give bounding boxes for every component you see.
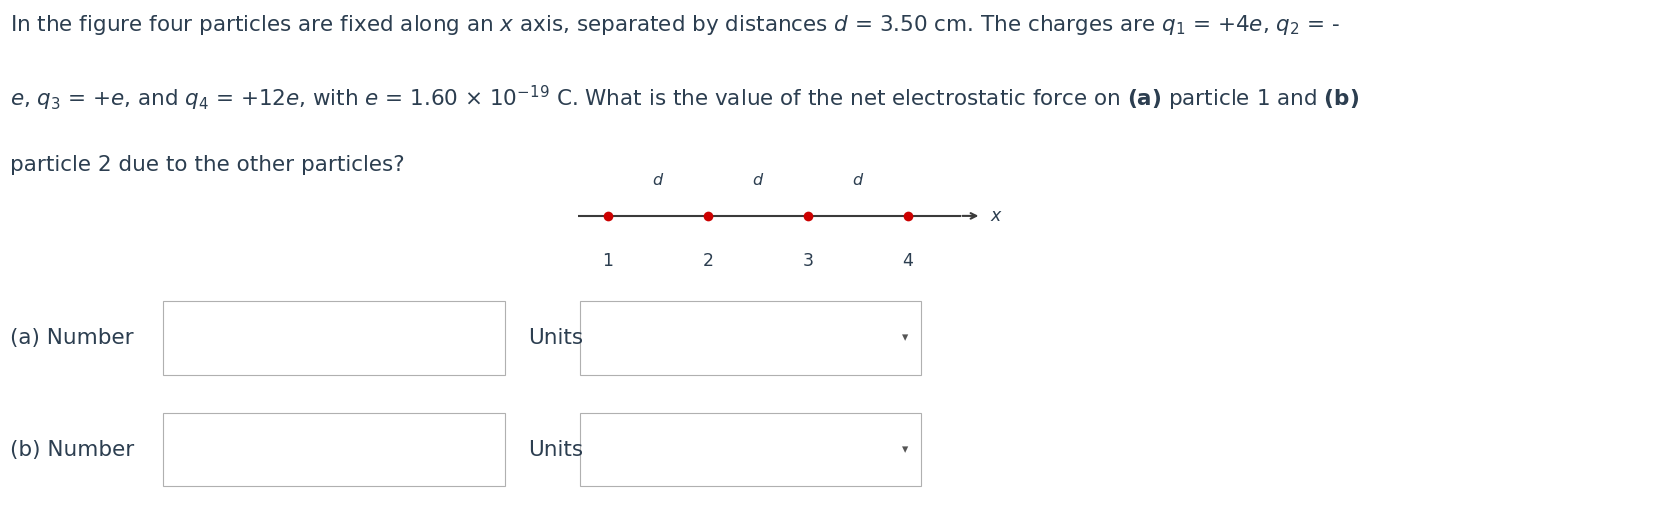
FancyBboxPatch shape <box>580 301 921 375</box>
Text: $x$: $x$ <box>990 207 1003 225</box>
Text: $d$: $d$ <box>651 172 665 188</box>
FancyBboxPatch shape <box>163 301 505 375</box>
Text: 2: 2 <box>703 252 713 270</box>
Text: 4: 4 <box>903 252 913 270</box>
Text: (b) Number: (b) Number <box>10 439 135 460</box>
Text: $e$, $q_3$ = +$e$, and $q_4$ = +12$e$, with $e$ = 1.60 × 10$^{-19}$ C. What is t: $e$, $q_3$ = +$e$, and $q_4$ = +12$e$, w… <box>10 84 1359 113</box>
FancyBboxPatch shape <box>580 412 921 487</box>
Text: ▾: ▾ <box>901 443 908 456</box>
Text: Units: Units <box>528 328 583 348</box>
FancyBboxPatch shape <box>163 412 505 487</box>
Text: In the figure four particles are fixed along an $x$ axis, separated by distances: In the figure four particles are fixed a… <box>10 13 1339 37</box>
Text: particle 2 due to the other particles?: particle 2 due to the other particles? <box>10 155 405 175</box>
Text: ▾: ▾ <box>901 331 908 344</box>
Text: 3: 3 <box>803 252 813 270</box>
Text: (a) Number: (a) Number <box>10 328 133 348</box>
Text: 1: 1 <box>603 252 613 270</box>
Text: $d$: $d$ <box>851 172 865 188</box>
Text: $d$: $d$ <box>751 172 765 188</box>
Text: Units: Units <box>528 439 583 460</box>
